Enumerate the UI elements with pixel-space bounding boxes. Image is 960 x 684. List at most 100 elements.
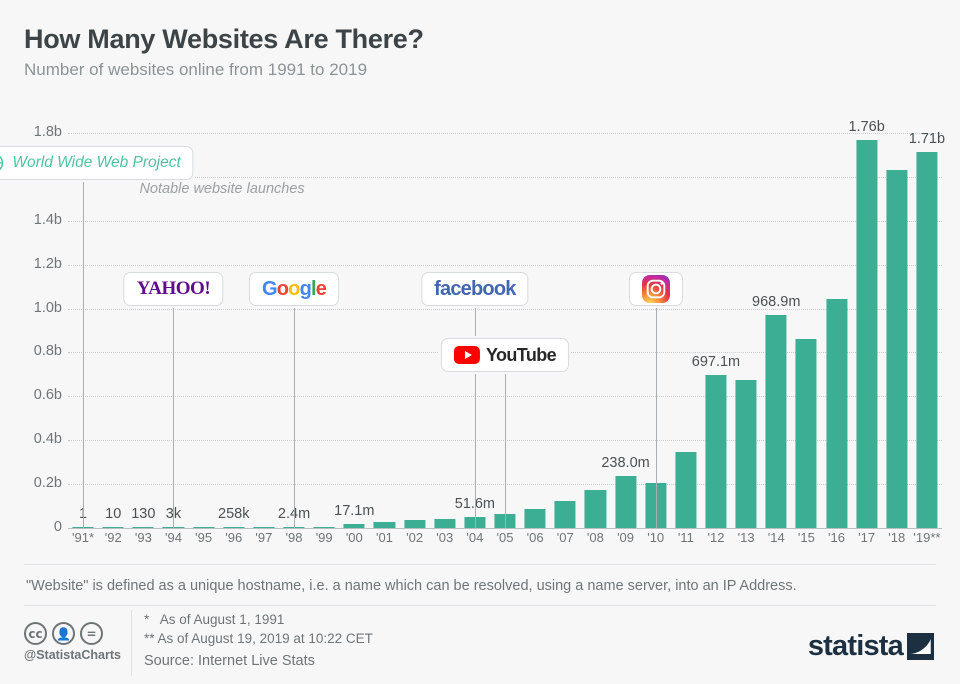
statista-wordmark: statista (807, 630, 904, 662)
footnote-one: * As of August 1, 1991 (144, 612, 285, 627)
bar-column[interactable] (735, 133, 757, 528)
bar[interactable] (584, 490, 606, 528)
x-axis-tick: '93 (134, 530, 152, 545)
bar[interactable] (705, 375, 727, 528)
bar[interactable] (283, 526, 305, 528)
bar-column[interactable]: 2.4m (278, 133, 310, 528)
bar-value-label: 1.71b (908, 131, 946, 148)
x-axis-tick: '17 (858, 530, 876, 545)
bar[interactable] (434, 519, 456, 528)
x-axis-tick: '09 (617, 530, 635, 545)
bar[interactable] (494, 513, 516, 528)
x-axis-tick: '13 (737, 530, 755, 545)
bar-column[interactable]: 968.9m (752, 133, 800, 528)
bar[interactable] (524, 509, 546, 528)
bar-column[interactable] (554, 133, 576, 528)
bar-column[interactable] (675, 133, 697, 528)
bar-column[interactable] (524, 133, 546, 528)
bar-column[interactable]: 1.76b (848, 119, 885, 528)
bar-column[interactable] (584, 133, 606, 528)
bar[interactable] (343, 524, 365, 528)
creative-commons-icons: cc 👤 = (24, 622, 121, 645)
x-axis-tick: '02 (406, 530, 424, 545)
y-axis-tick: 1.8b (33, 124, 62, 140)
x-axis-tick: '92 (104, 530, 122, 545)
statista-logo: statista (808, 630, 934, 663)
statista-mark-icon (907, 633, 934, 660)
x-axis-tick: '11 (677, 530, 694, 545)
bar[interactable] (223, 526, 245, 528)
x-axis-tick: '19** (913, 530, 941, 545)
y-axis-labels: 0 0.2b 0.4b 0.6b 0.8b 1.0b 1.2b 1.4b 1.6b 1.8b (10, 124, 62, 535)
bar-column[interactable] (434, 133, 456, 528)
statista-handle: @StatistaCharts (24, 648, 121, 662)
x-axis-tick: '04 (466, 530, 484, 545)
x-axis-tick: '98 (285, 530, 303, 545)
bar-value-label: 1.76b (848, 119, 885, 136)
bar-column[interactable]: 51.6m (455, 133, 495, 528)
footnote-two: ** As of August 19, 2019 at 10:22 CET (144, 631, 373, 646)
bar[interactable] (464, 516, 486, 528)
x-axis-tick: '10 (647, 530, 665, 545)
bar-column[interactable]: 1.71b (909, 131, 945, 528)
bar[interactable] (765, 315, 787, 528)
bar[interactable] (615, 475, 637, 528)
bar-column[interactable] (886, 133, 908, 528)
bar[interactable] (193, 526, 215, 528)
bar-column[interactable]: 1 (72, 133, 94, 528)
bar[interactable] (795, 338, 817, 528)
bar[interactable] (313, 526, 335, 528)
bar[interactable] (102, 526, 124, 528)
y-axis-tick: 1.0b (33, 299, 62, 316)
bar-column[interactable]: 697.1m (692, 133, 740, 528)
bar-column[interactable]: 10 (102, 133, 124, 528)
bar[interactable] (825, 298, 848, 528)
bar[interactable] (856, 140, 878, 528)
bar[interactable] (404, 519, 426, 528)
y-axis-tick: 1.4b (33, 211, 62, 228)
y-axis-tick: 0.8b (33, 343, 62, 360)
bar-column[interactable] (494, 133, 516, 528)
x-axis-tick: '00 (345, 530, 363, 545)
bar-column[interactable]: 258k (218, 133, 249, 528)
gridline (68, 264, 942, 266)
bar-column[interactable] (373, 133, 395, 528)
bar[interactable] (675, 452, 697, 528)
bar-value-label: 238.0m (601, 454, 650, 471)
x-axis-tick: '15 (797, 530, 815, 545)
bar-column[interactable]: 238.0m (601, 133, 650, 528)
bar[interactable] (132, 526, 154, 528)
bar[interactable] (916, 152, 938, 528)
bar[interactable] (735, 380, 757, 528)
gridline (68, 308, 942, 310)
bar-value-label: 258k (218, 505, 250, 522)
x-axis-tick: '07 (556, 530, 574, 545)
x-axis-tick: '18 (888, 530, 906, 545)
bar[interactable] (253, 526, 275, 528)
bar-column[interactable] (404, 133, 426, 528)
bar-column[interactable] (795, 133, 817, 528)
bar-column[interactable] (253, 133, 275, 528)
bar[interactable] (554, 501, 576, 528)
bar[interactable] (645, 482, 667, 528)
x-axis-tick: '95 (195, 530, 213, 545)
bar[interactable] (72, 526, 94, 528)
bar-column[interactable] (825, 133, 848, 528)
bar-column[interactable]: 130 (131, 133, 155, 528)
footer-vertical-rule (131, 610, 132, 676)
x-axis-tick: '14 (767, 530, 785, 545)
header: How Many Websites Are There? Number of w… (24, 22, 424, 82)
bar-column[interactable]: 17.1m (334, 133, 374, 528)
bar-column[interactable] (313, 133, 335, 528)
y-axis-tick: 0.4b (33, 431, 62, 448)
bar[interactable] (373, 521, 395, 528)
globe-icon (0, 155, 4, 171)
bar[interactable] (886, 170, 908, 528)
bar-column[interactable] (193, 133, 215, 528)
bar[interactable] (162, 526, 185, 528)
y-axis-tick: 1.2b (33, 255, 62, 272)
bar-column[interactable]: 3k (162, 133, 185, 528)
gridline (68, 176, 942, 178)
bar-column[interactable] (645, 133, 667, 528)
